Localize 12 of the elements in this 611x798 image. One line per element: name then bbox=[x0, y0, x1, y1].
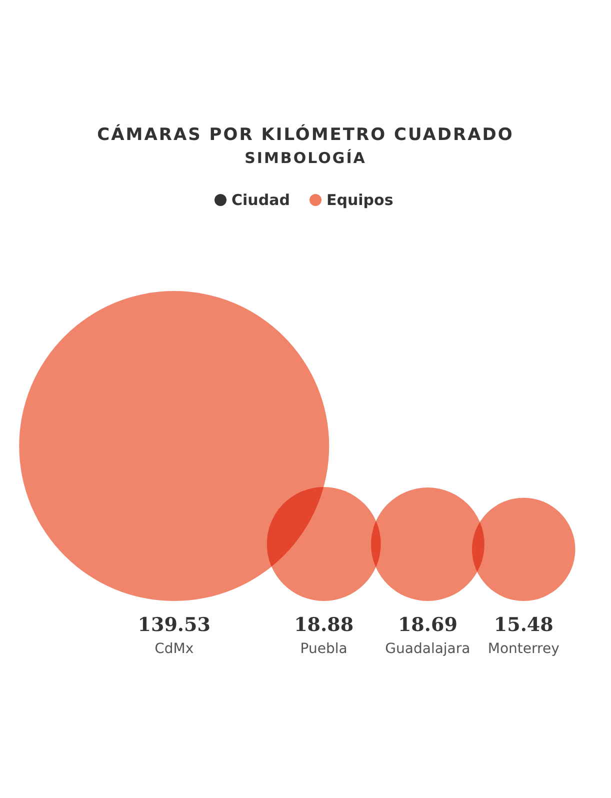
category-label: Puebla bbox=[300, 641, 348, 657]
legend-label: Ciudad bbox=[232, 191, 290, 209]
data-label: 18.88 bbox=[294, 614, 354, 636]
data-label: 139.53 bbox=[138, 614, 210, 636]
category-label: CdMx bbox=[154, 641, 194, 657]
data-label: 15.48 bbox=[494, 614, 554, 636]
text: CÁMARAS POR KILÓMETRO CUADRADO bbox=[97, 124, 514, 145]
category-label: Monterrey bbox=[488, 641, 560, 657]
legend-title: SIMBOLOGÍA bbox=[244, 149, 366, 167]
legend-label: Equipos bbox=[326, 191, 394, 209]
category-label: Guadalajara bbox=[385, 641, 470, 657]
data-label: 18.69 bbox=[398, 614, 458, 636]
